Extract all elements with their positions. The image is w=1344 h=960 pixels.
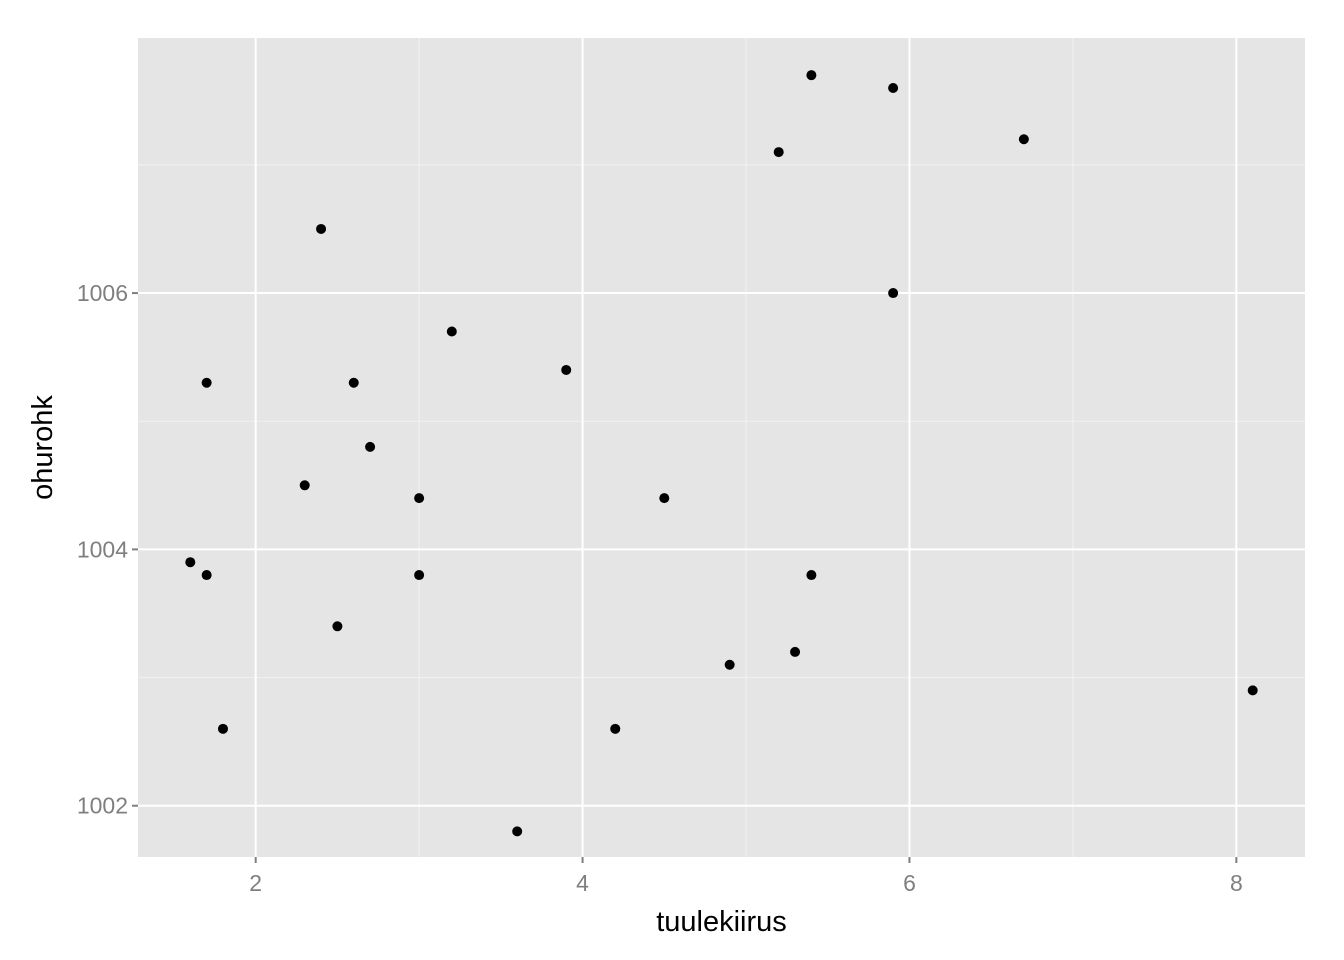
data-point [316, 223, 327, 234]
x-axis-title: tuulekiirus [656, 906, 787, 938]
data-point [659, 493, 670, 504]
data-point [724, 659, 735, 670]
x-tick-label: 2 [249, 870, 262, 896]
data-point [201, 570, 212, 581]
data-point [446, 326, 457, 337]
data-point [773, 147, 784, 158]
x-tick-label: 4 [576, 870, 589, 896]
plot-panel [138, 38, 1305, 857]
data-point [414, 493, 425, 504]
x-tick-label: 6 [903, 870, 916, 896]
y-tick-label: 1004 [77, 536, 128, 562]
y-tick-label: 1006 [77, 280, 128, 306]
y-tick-label: 1002 [77, 793, 128, 819]
data-point [806, 70, 817, 81]
data-point [1247, 685, 1258, 696]
data-point [414, 570, 425, 581]
x-tick-label: 8 [1230, 870, 1243, 896]
data-point [512, 826, 523, 837]
data-point [1018, 134, 1029, 145]
minor-gridlines [138, 38, 1305, 857]
data-point [201, 377, 212, 388]
data-point [561, 364, 572, 375]
data-point [217, 723, 228, 734]
data-point [332, 621, 343, 632]
data-point [365, 441, 376, 452]
data-point [888, 82, 899, 93]
x-axis: 2 4 6 8 [249, 857, 1243, 896]
data-point [185, 557, 196, 568]
y-axis: 1002 1004 1006 [77, 280, 138, 819]
data-point [610, 723, 621, 734]
y-axis-title: ohurohk [27, 395, 59, 500]
data-point [299, 480, 310, 491]
data-point [790, 646, 801, 657]
data-point [348, 377, 359, 388]
data-points [185, 70, 1258, 837]
major-gridlines [138, 38, 1305, 857]
data-point [806, 570, 817, 581]
data-point [888, 288, 899, 299]
